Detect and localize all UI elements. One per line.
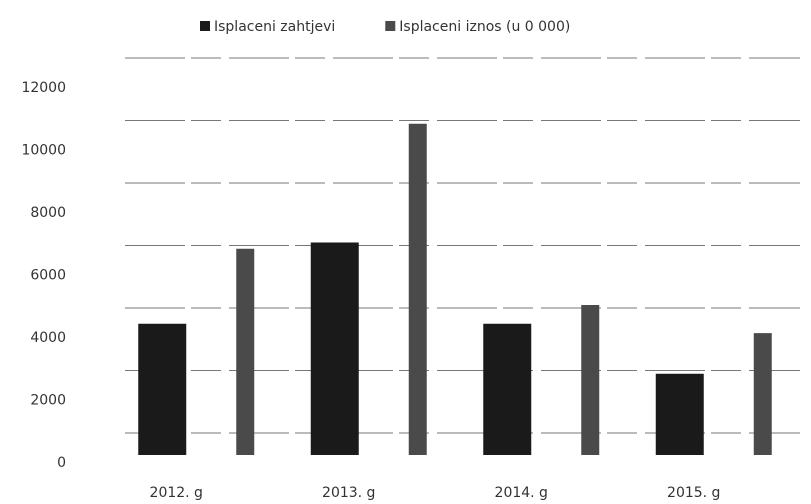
bar	[483, 323, 532, 455]
y-tick-label: 0	[57, 455, 66, 471]
bar	[753, 333, 772, 455]
y-tick-label: 2000	[30, 393, 66, 409]
bar	[581, 305, 600, 455]
bar	[655, 373, 704, 455]
x-tick-label: 2015. g	[667, 485, 720, 501]
legend-swatch	[385, 21, 396, 31]
y-tick-label: 8000	[30, 205, 66, 221]
legend-swatch	[200, 21, 210, 31]
legend-label: Isplaceni zahtjevi	[214, 19, 335, 35]
x-tick-label: 2014. g	[495, 485, 548, 501]
y-tick-label: 6000	[30, 268, 66, 284]
y-tick-label: 4000	[30, 330, 66, 346]
y-tick-label: 12000	[21, 80, 66, 96]
bar	[236, 248, 255, 455]
y-tick-label: 10000	[21, 143, 66, 159]
bar	[408, 123, 427, 455]
bar	[138, 323, 187, 455]
legend-label: Isplaceni iznos (u 0 000)	[399, 19, 570, 35]
x-tick-label: 2013. g	[322, 485, 375, 501]
bar	[310, 242, 359, 455]
x-tick-label: 2012. g	[150, 485, 203, 501]
